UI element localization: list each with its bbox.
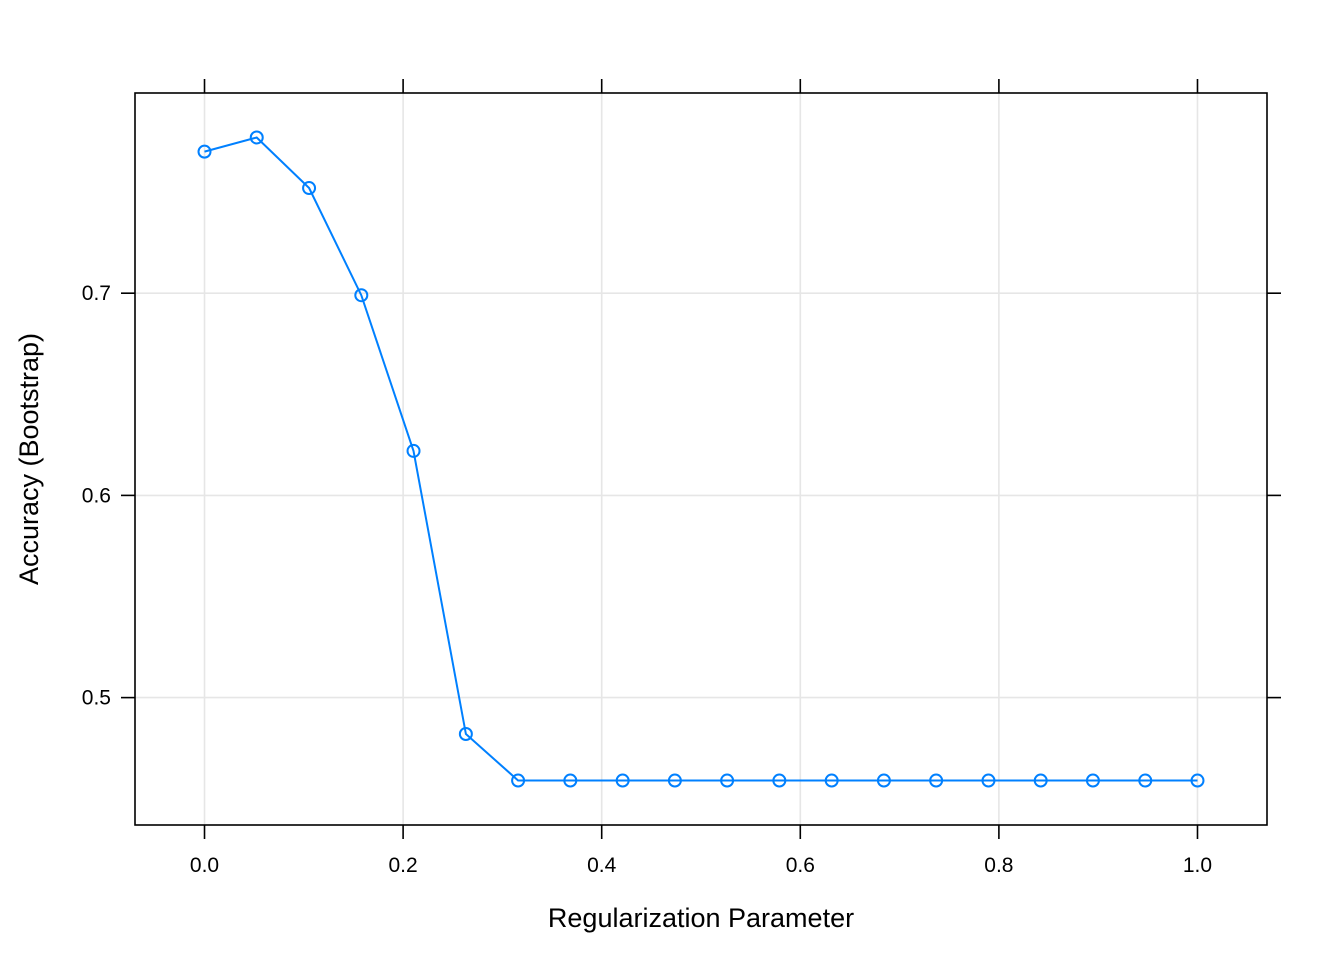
x-tick-label: 1.0 — [1183, 854, 1212, 877]
series-line — [204, 136, 1198, 782]
y-tick-label: 0.6 — [82, 484, 111, 507]
data-point — [929, 773, 944, 788]
data-point — [824, 773, 839, 788]
x-tick-label: 0.2 — [389, 854, 418, 877]
x-tick-label: 0.4 — [587, 854, 617, 877]
data-point — [772, 773, 787, 788]
data-point — [615, 773, 630, 788]
x-tick-label: 0.8 — [984, 854, 1013, 877]
data-point — [1085, 773, 1100, 788]
y-tick-label: 0.7 — [82, 282, 111, 305]
data-point — [1138, 773, 1153, 788]
data-point — [720, 773, 735, 788]
data-point — [563, 773, 578, 788]
x-axis-title: Regularization Parameter — [548, 903, 854, 933]
plot-frame — [134, 92, 1268, 826]
y-axis-title: Accuracy (Bootstrap) — [14, 333, 44, 585]
data-point — [1190, 773, 1205, 788]
tick-layer: 0.0 0.2 0.4 0.6 0.8 1.0 0.5 0.6 0.7 — [82, 79, 1281, 877]
x-tick-label: 0.0 — [190, 854, 219, 877]
data-point — [197, 144, 212, 159]
data-point — [249, 130, 264, 145]
y-tick-label: 0.5 — [82, 687, 111, 710]
data-point — [302, 181, 317, 196]
data-point — [354, 288, 369, 303]
data-point — [511, 773, 526, 788]
data-point — [667, 773, 682, 788]
series-layer — [197, 130, 1205, 788]
grid-layer — [135, 93, 1267, 825]
data-point — [876, 773, 891, 788]
data-point — [981, 773, 996, 788]
data-point — [1033, 773, 1048, 788]
data-point — [458, 727, 473, 742]
x-tick-label: 0.6 — [786, 854, 815, 877]
data-point — [406, 443, 421, 458]
